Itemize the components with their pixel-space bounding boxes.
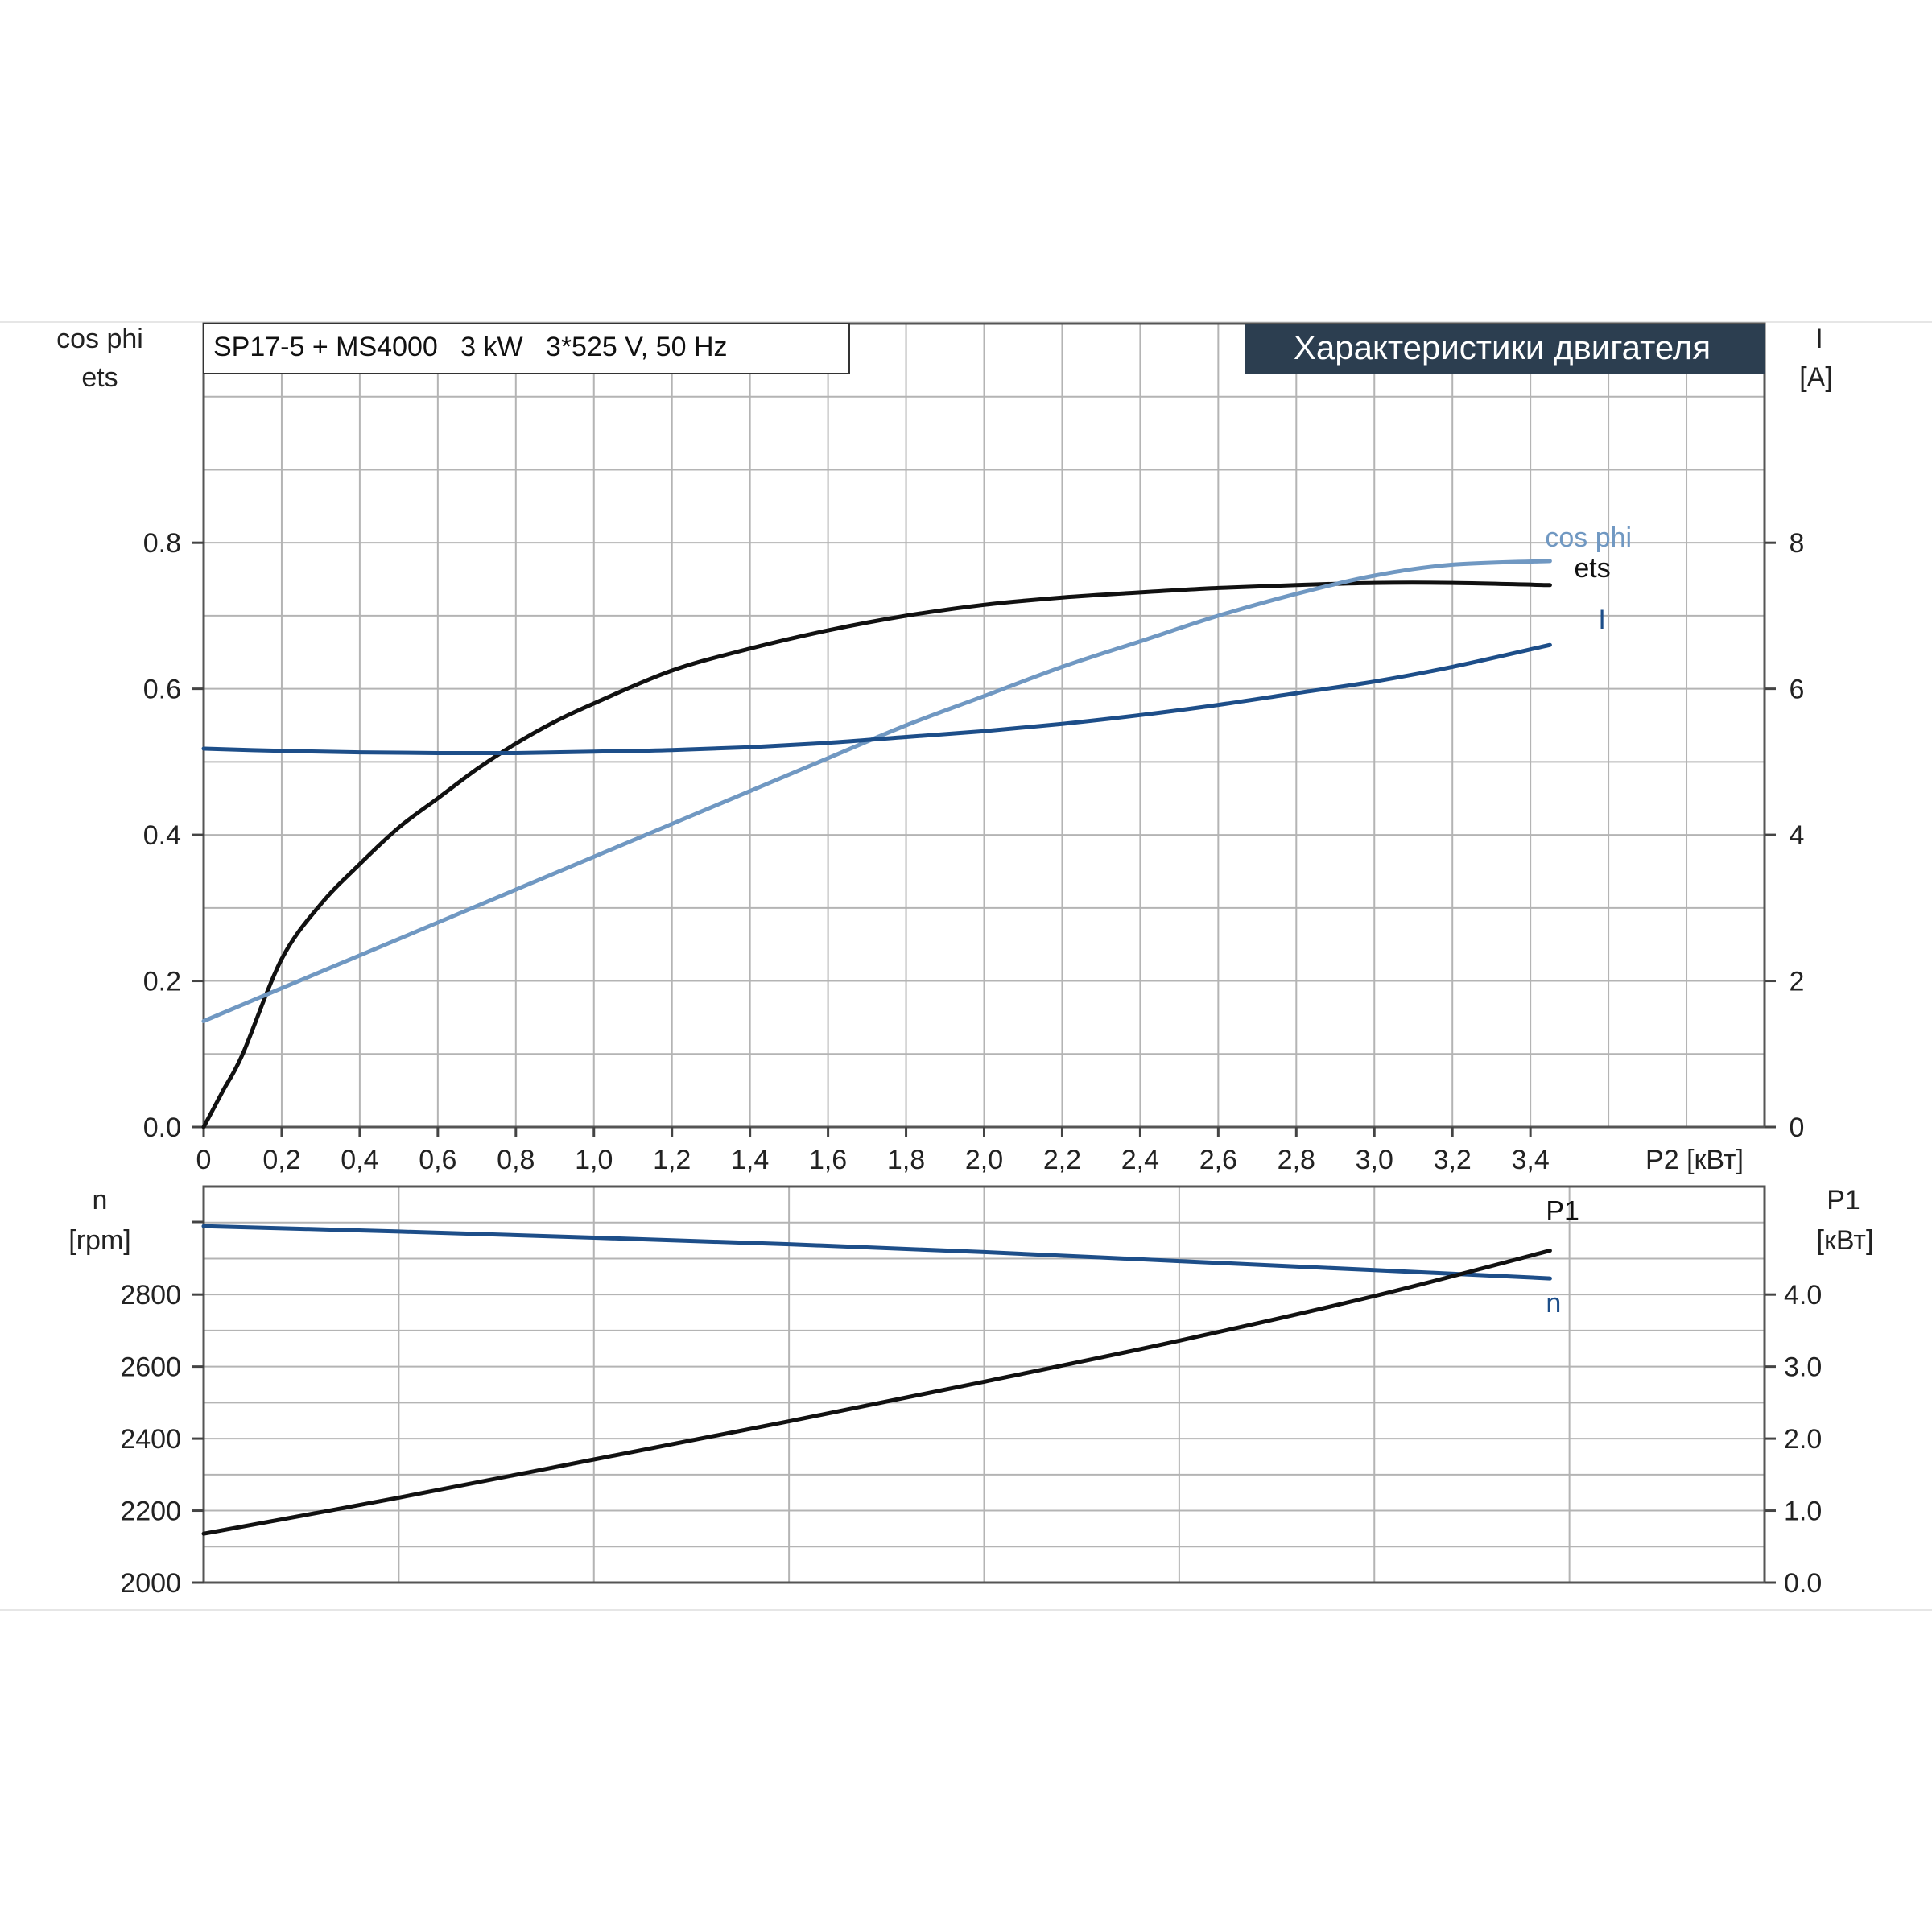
x-tick-label: 3,2: [1434, 1145, 1472, 1175]
x-tick-label: 0,2: [262, 1145, 300, 1175]
series-label-ets: ets: [1574, 553, 1610, 584]
y-right-tick-label: 0.0: [1784, 1568, 1822, 1599]
y-left-label-ets: ets: [81, 362, 118, 393]
x-tick-label: 2,4: [1121, 1145, 1159, 1175]
x-tick-label: 3,4: [1512, 1145, 1550, 1175]
x-tick-label: 0,4: [341, 1145, 378, 1175]
bottom-panel-frame: [202, 1185, 1766, 1584]
title-banner: [1245, 324, 1765, 374]
chart-title: Характеристики двигателя: [1294, 328, 1711, 366]
bottom-panel-series: n P1: [201, 1196, 1579, 1536]
series-label-i: I: [1598, 605, 1605, 635]
x-tick-label: 3,0: [1356, 1145, 1393, 1175]
y-right-label-p1: P1: [1827, 1185, 1860, 1216]
y-left-tick-label: 2600: [120, 1352, 181, 1383]
x-tick-label: 1,0: [575, 1145, 613, 1175]
y-right-tick-label: 2.0: [1784, 1424, 1822, 1455]
y-left-label-cosphi: cos phi: [56, 324, 143, 354]
y-right-label-unit: [A]: [1799, 362, 1833, 393]
y-right-tick-label: 3.0: [1784, 1352, 1822, 1383]
series-line-i: [201, 642, 1552, 756]
y-right-label-kw: [кВт]: [1817, 1225, 1874, 1256]
y-right-tick-label: 4.0: [1784, 1280, 1822, 1311]
y-left-tick-label: 2000: [120, 1568, 181, 1599]
x-tick-label: 2,6: [1199, 1145, 1237, 1175]
series-label-p1: P1: [1546, 1196, 1579, 1227]
y-right-tick-label: 4: [1790, 820, 1805, 851]
y-right-tick-label: 1.0: [1784, 1496, 1822, 1527]
x-tick-label: 1,4: [731, 1145, 769, 1175]
y-left-tick-label: 0.4: [143, 820, 181, 851]
y-left-tick-label: 0.8: [143, 528, 181, 559]
y-left-tick-label: 2800: [120, 1280, 181, 1311]
x-tick-label: 1,8: [887, 1145, 925, 1175]
x-tick-label: 2,0: [965, 1145, 1003, 1175]
y-left-tick-label: 0.2: [143, 967, 181, 997]
y-left-label-rpm: [rpm]: [68, 1225, 130, 1256]
x-tick-label: 2,8: [1278, 1145, 1315, 1175]
y-right-tick-label: 2: [1790, 967, 1805, 997]
x-axis-ticks: 0 0,2 0,4 0,6 0,8 1,0 1,2 1,4 1,6 1,8 2,0 2,2 2,4 2,6…: [196, 1127, 1550, 1175]
y-left-tick-label: 2200: [120, 1496, 181, 1527]
top-left-axis-ticks: 0.0 0.2 0.4 0.6 0.8: [143, 528, 204, 1143]
y-right-tick-label: 6: [1790, 675, 1805, 705]
series-label-n: n: [1546, 1288, 1561, 1319]
y-left-tick-label: 0.0: [143, 1113, 181, 1143]
series-line-ets: [201, 580, 1552, 1129]
y-right-tick-label: 8: [1790, 528, 1805, 559]
x-tick-label: 2,2: [1043, 1145, 1081, 1175]
bottom-right-axis-ticks: 0.0 1.0 2.0 3.0 4.0: [1765, 1280, 1822, 1599]
x-tick-label: 0,6: [419, 1145, 456, 1175]
series-line-cos-phi: [201, 559, 1552, 1023]
y-right-label-i: I: [1815, 324, 1823, 354]
y-left-tick-label: 0.6: [143, 675, 181, 705]
x-axis-label: P2 [кВт]: [1645, 1145, 1744, 1175]
y-left-tick-label: 2400: [120, 1424, 181, 1455]
model-label-box: [203, 323, 850, 374]
top-panel-grid: [202, 322, 1766, 1129]
model-label: SP17-5 + MS4000 3 kW 3*525 V, 50 Hz: [213, 332, 728, 362]
series-label-cos-phi: cos phi: [1545, 522, 1632, 553]
x-tick-label: 1,2: [653, 1145, 691, 1175]
top-right-axis-ticks: 0 2 4 6 8: [1765, 528, 1804, 1143]
x-tick-label: 0,8: [497, 1145, 535, 1175]
y-left-label-n: n: [93, 1185, 108, 1216]
x-tick-label: 0: [196, 1145, 212, 1175]
series-line-p1: [201, 1249, 1552, 1536]
y-right-tick-label: 0: [1790, 1113, 1805, 1143]
x-tick-label: 1,6: [809, 1145, 847, 1175]
bottom-panel-grid: [192, 1185, 1766, 1584]
bottom-left-axis-ticks: 2000 2200 2400 2600 2800: [120, 1280, 204, 1599]
series-line-n: [201, 1224, 1552, 1281]
